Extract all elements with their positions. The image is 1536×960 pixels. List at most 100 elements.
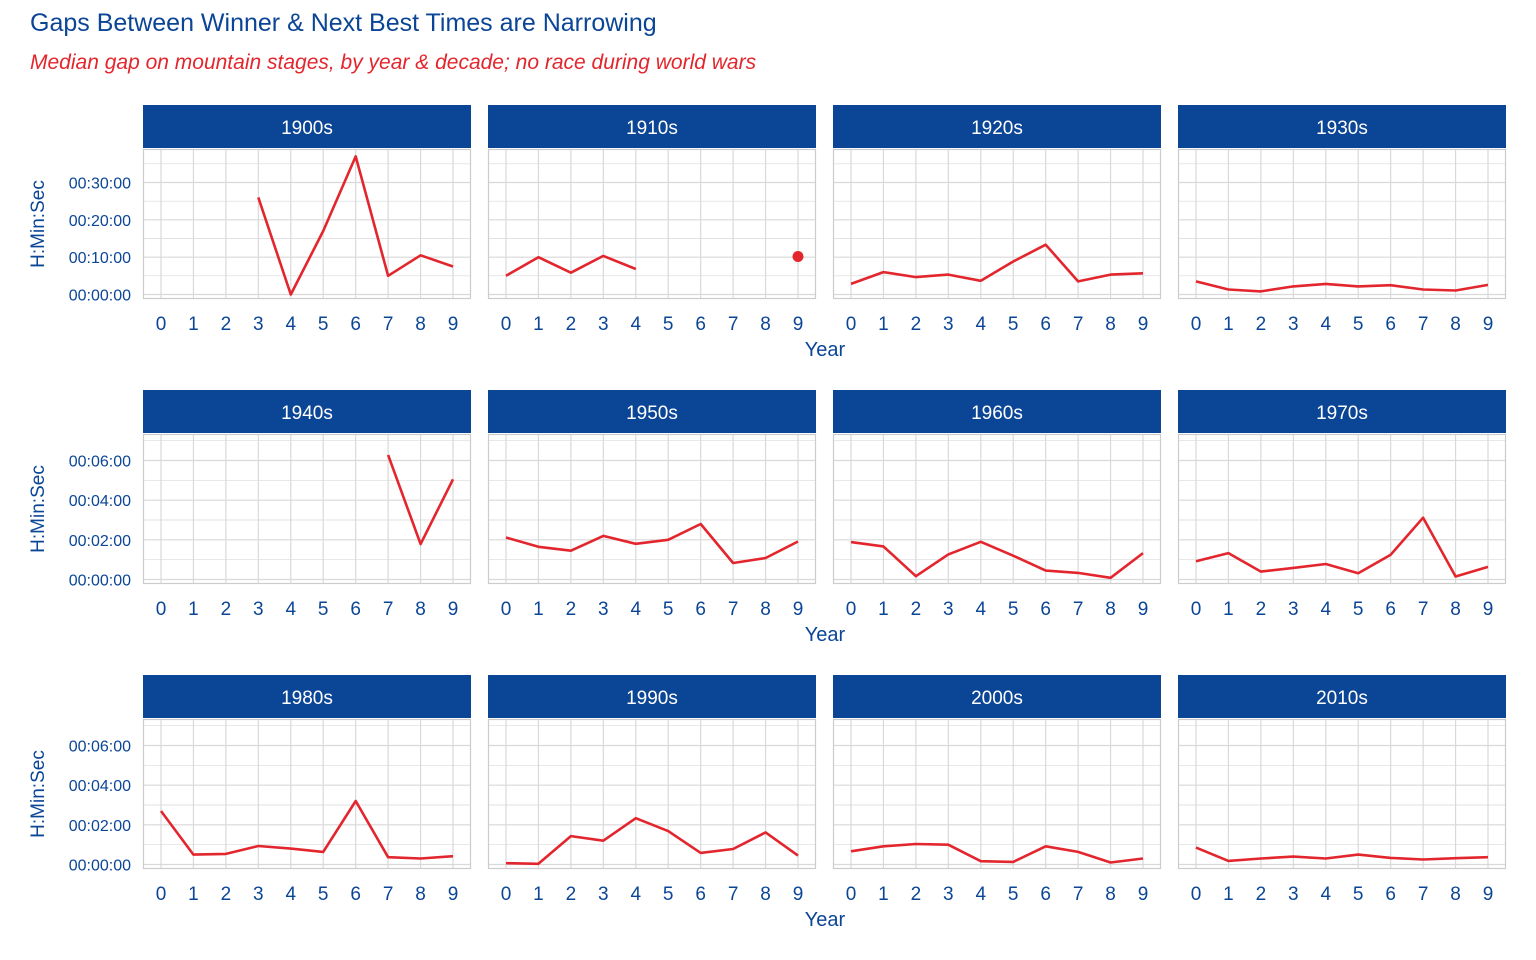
x-tick-label: 0 bbox=[846, 599, 857, 620]
facet-strip-1960s bbox=[833, 390, 1161, 433]
facet-label-1910s: 1910s bbox=[626, 118, 678, 139]
facet-label-1980s: 1980s bbox=[281, 688, 333, 709]
panel-border-1970s bbox=[1177, 433, 1507, 585]
x-tick-label: 6 bbox=[695, 314, 706, 335]
y-axis-title: H:Min:Sec bbox=[28, 750, 49, 838]
x-tick-label: 1 bbox=[533, 314, 544, 335]
y-tick-label: 00:04:00 bbox=[69, 778, 131, 795]
x-tick-label: 1 bbox=[878, 314, 889, 335]
x-tick-label: 0 bbox=[1191, 314, 1202, 335]
x-tick-label: 1 bbox=[188, 599, 199, 620]
panel-border-2010s bbox=[1177, 718, 1507, 870]
series-line-1950s bbox=[505, 522, 799, 565]
x-tick-label: 4 bbox=[975, 314, 986, 335]
panel-border-1900s bbox=[142, 148, 472, 300]
x-tick-label: 8 bbox=[1450, 314, 1461, 335]
panel-border-1950s bbox=[487, 433, 817, 585]
x-tick-label: 3 bbox=[253, 599, 264, 620]
x-tick-label: 4 bbox=[285, 884, 296, 905]
x-tick-label: 8 bbox=[1105, 314, 1116, 335]
x-tick-label: 1 bbox=[1223, 599, 1234, 620]
x-tick-label: 4 bbox=[630, 314, 641, 335]
x-tick-label: 3 bbox=[598, 599, 609, 620]
x-tick-label: 2 bbox=[566, 314, 577, 335]
x-tick-label: 3 bbox=[943, 314, 954, 335]
facet-strip-1990s bbox=[488, 675, 816, 718]
x-tick-label: 4 bbox=[1320, 314, 1331, 335]
y-tick-label: 00:04:00 bbox=[69, 493, 131, 510]
y-tick-label: 00:00:00 bbox=[69, 288, 131, 305]
x-tick-label: 8 bbox=[760, 599, 771, 620]
x-tick-label: 6 bbox=[695, 599, 706, 620]
facet-strip-1970s bbox=[1178, 390, 1506, 433]
x-tick-label: 5 bbox=[318, 314, 329, 335]
facet-strip-1920s bbox=[833, 105, 1161, 148]
panel-border-1990s bbox=[487, 718, 817, 870]
x-tick-label: 5 bbox=[1008, 314, 1019, 335]
series-line-2000s bbox=[850, 842, 1144, 864]
x-tick-label: 2 bbox=[911, 884, 922, 905]
x-tick-label: 9 bbox=[1483, 884, 1494, 905]
x-tick-label: 9 bbox=[448, 884, 459, 905]
y-tick-label: 00:20:00 bbox=[69, 213, 131, 230]
x-tick-label: 5 bbox=[1353, 314, 1364, 335]
x-tick-label: 7 bbox=[728, 599, 739, 620]
y-tick-label: 00:06:00 bbox=[69, 739, 131, 756]
x-tick-label: 5 bbox=[663, 599, 674, 620]
x-tick-label: 2 bbox=[1256, 599, 1267, 620]
x-tick-label: 8 bbox=[415, 314, 426, 335]
x-tick-label: 6 bbox=[350, 599, 361, 620]
x-tick-label: 7 bbox=[728, 884, 739, 905]
x-tick-label: 4 bbox=[975, 599, 986, 620]
x-tick-label: 8 bbox=[1450, 884, 1461, 905]
y-tick-label: 00:10:00 bbox=[69, 250, 131, 267]
x-tick-label: 8 bbox=[1105, 599, 1116, 620]
facet-label-1960s: 1960s bbox=[971, 403, 1023, 424]
x-tick-label: 1 bbox=[188, 314, 199, 335]
y-tick-label: 00:02:00 bbox=[69, 533, 131, 550]
x-tick-label: 0 bbox=[501, 884, 512, 905]
y-tick-label: 00:30:00 bbox=[69, 176, 131, 193]
x-tick-label: 4 bbox=[1320, 884, 1331, 905]
x-tick-label: 3 bbox=[253, 314, 264, 335]
x-tick-label: 3 bbox=[943, 884, 954, 905]
facet-strip-1940s bbox=[143, 390, 471, 433]
x-tick-label: 3 bbox=[1288, 884, 1299, 905]
x-tick-label: 1 bbox=[1223, 884, 1234, 905]
x-tick-label: 5 bbox=[663, 884, 674, 905]
y-tick-label: 00:06:00 bbox=[69, 454, 131, 471]
x-tick-label: 4 bbox=[1320, 599, 1331, 620]
panel-border-1940s bbox=[142, 433, 472, 585]
x-tick-label: 7 bbox=[728, 314, 739, 335]
panel-border-1930s bbox=[1177, 148, 1507, 300]
series-line-2010s bbox=[1195, 846, 1489, 863]
x-tick-label: 6 bbox=[695, 884, 706, 905]
facet-label-1900s: 1900s bbox=[281, 118, 333, 139]
series-line-1920s bbox=[850, 243, 1144, 286]
x-tick-label: 4 bbox=[630, 884, 641, 905]
facet-strip-2010s bbox=[1178, 675, 1506, 718]
x-tick-label: 2 bbox=[566, 599, 577, 620]
x-tick-label: 9 bbox=[793, 599, 804, 620]
x-tick-label: 8 bbox=[760, 884, 771, 905]
x-tick-label: 6 bbox=[350, 884, 361, 905]
panel-border-1910s bbox=[487, 148, 817, 300]
x-tick-label: 9 bbox=[1138, 314, 1149, 335]
x-tick-label: 3 bbox=[1288, 599, 1299, 620]
x-tick-label: 5 bbox=[1353, 884, 1364, 905]
x-tick-label: 4 bbox=[975, 884, 986, 905]
x-tick-label: 4 bbox=[285, 314, 296, 335]
y-axis-title: H:Min:Sec bbox=[28, 465, 49, 553]
x-tick-label: 7 bbox=[1418, 599, 1429, 620]
series-line-1900s bbox=[257, 155, 454, 296]
facet-label-1930s: 1930s bbox=[1316, 118, 1368, 139]
x-tick-label: 8 bbox=[415, 599, 426, 620]
x-tick-label: 1 bbox=[878, 599, 889, 620]
panel-border-1960s bbox=[832, 433, 1162, 585]
x-tick-label: 0 bbox=[501, 599, 512, 620]
x-tick-label: 6 bbox=[1385, 884, 1396, 905]
series-line-1940s bbox=[386, 454, 455, 546]
y-axis-title: H:Min:Sec bbox=[28, 180, 49, 268]
x-tick-label: 6 bbox=[1040, 884, 1051, 905]
